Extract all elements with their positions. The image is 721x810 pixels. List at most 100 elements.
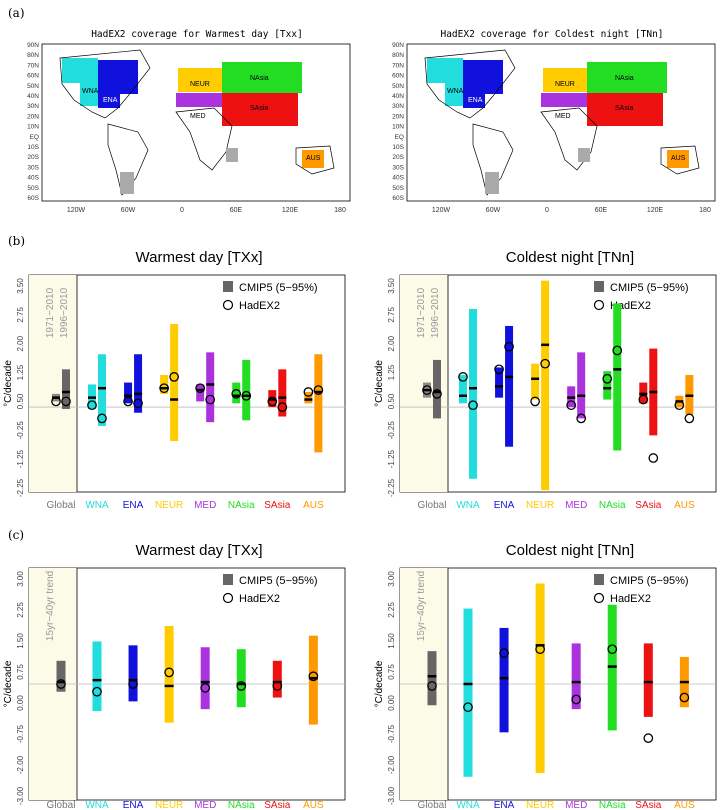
y-tick-label: 2.00 xyxy=(16,335,25,351)
region-ena-lower xyxy=(98,90,120,108)
category-label: WNA xyxy=(456,800,480,810)
category-label: ENA xyxy=(494,800,515,810)
obs-marker xyxy=(267,396,278,407)
y-tick-label: -3.00 xyxy=(387,786,396,805)
y-tick-label: 0.75 xyxy=(16,664,25,680)
category-label: WNA xyxy=(85,500,109,511)
lat-label: 30S xyxy=(392,164,404,171)
lat-label: 60N xyxy=(27,73,39,80)
obs-marker xyxy=(638,394,649,405)
lon-label: 60W xyxy=(121,207,136,214)
bar-global xyxy=(56,660,66,692)
y-tick-label: -0.75 xyxy=(16,724,25,743)
obs-marker xyxy=(128,679,138,689)
bar-sasia xyxy=(278,369,287,417)
category-label: NAsia xyxy=(228,800,255,810)
legend-model-label: CMIP5 (5−95%) xyxy=(610,575,689,587)
category-label: NAsia xyxy=(599,500,626,511)
category-label: Global xyxy=(47,500,76,511)
lon-label: 60W xyxy=(486,207,501,214)
y-tick-label: 3.00 xyxy=(387,571,396,587)
category-label: MED xyxy=(565,500,587,511)
bar-aus xyxy=(314,354,323,453)
label-neur: NEUR xyxy=(555,81,575,88)
category-label: NEUR xyxy=(155,500,183,511)
lat-label: 60S xyxy=(392,195,404,202)
y-tick-label: 3.50 xyxy=(16,278,25,294)
bar-wna xyxy=(98,354,106,426)
y-tick-label: -3.00 xyxy=(16,786,25,805)
lat-label: 50N xyxy=(392,83,404,90)
bar-ena xyxy=(124,382,133,404)
africa-outline xyxy=(175,107,233,171)
obs-marker xyxy=(499,648,509,658)
label-aus: AUS xyxy=(671,155,686,162)
lon-label: 60E xyxy=(230,207,243,214)
y-tick-label: -1.25 xyxy=(387,449,396,468)
y-tick-label: 2.00 xyxy=(387,335,396,351)
category-label: SAsia xyxy=(264,500,291,511)
legend-model-swatch xyxy=(594,574,604,585)
obs-marker xyxy=(494,364,504,375)
lat-label: 70N xyxy=(392,62,404,69)
lat-label: 80N xyxy=(27,52,39,59)
lat-label: 30S xyxy=(27,164,39,171)
bar-wna xyxy=(463,608,473,777)
obs-marker xyxy=(195,383,206,394)
obs-marker xyxy=(277,402,288,412)
label-ena: ENA xyxy=(468,97,483,104)
obs-marker xyxy=(159,383,169,394)
region-sasia xyxy=(587,93,663,126)
lon-label: 180 xyxy=(334,207,346,214)
category-label: NAsia xyxy=(228,500,255,511)
coverage-gray-south-america xyxy=(485,172,499,194)
obs-marker xyxy=(205,394,216,405)
obs-marker xyxy=(97,413,107,424)
lat-label: EQ xyxy=(395,134,404,141)
region-sasia xyxy=(222,93,298,126)
lat-label: 10S xyxy=(27,144,39,151)
obs-marker xyxy=(458,372,468,382)
lat-label: 40S xyxy=(27,175,39,182)
y-tick-label: -0.25 xyxy=(16,421,25,440)
obs-marker xyxy=(648,453,659,463)
obs-marker xyxy=(504,341,514,352)
obs-marker xyxy=(56,679,66,689)
coverage-gray-africa xyxy=(578,148,590,162)
label-sasia: SAsia xyxy=(250,105,268,112)
lat-label: 50N xyxy=(27,83,39,90)
obs-marker xyxy=(308,671,319,682)
y-axis-label: °C/decade xyxy=(3,660,14,707)
region-ena xyxy=(98,60,138,94)
category-label: ENA xyxy=(123,500,144,511)
region-nasia xyxy=(587,62,667,93)
bar-med xyxy=(571,643,581,710)
y-tick-label: 3.50 xyxy=(387,278,396,294)
bar-ena xyxy=(505,325,514,447)
lat-label: 10S xyxy=(392,144,404,151)
lat-label: 90N xyxy=(392,42,404,49)
obs-marker xyxy=(272,681,283,691)
lat-label: 50S xyxy=(27,185,39,192)
north-america-outline xyxy=(424,49,516,119)
lat-label: 70N xyxy=(27,62,39,69)
bar-nasia xyxy=(603,371,612,400)
obs-marker xyxy=(231,389,242,399)
region-wna xyxy=(80,78,98,106)
y-axis-label: °C/decade xyxy=(374,660,385,707)
obs-marker xyxy=(679,692,690,703)
bar-ena xyxy=(134,354,143,413)
y-tick-label: 0.00 xyxy=(387,695,396,711)
label-neur: NEUR xyxy=(190,81,210,88)
coverage-map-warmest-day: HadEX2 coverage for Warmest day [Txx] WN… xyxy=(27,29,351,214)
bar-ena xyxy=(499,627,509,733)
lon-label: 120W xyxy=(432,207,451,214)
chart-title: Warmest day [TXx] xyxy=(136,249,263,266)
chart-c-coldest-night: Coldest night [TNn] -3.00 -2.00 -0.75 0.00 0.… xyxy=(374,542,717,810)
obs-marker xyxy=(123,396,133,407)
category-label: MED xyxy=(565,800,587,810)
category-label: NEUR xyxy=(526,800,554,810)
region-ena-lower xyxy=(463,90,485,108)
category-label: MED xyxy=(194,500,216,511)
lat-label: 40N xyxy=(27,93,39,100)
